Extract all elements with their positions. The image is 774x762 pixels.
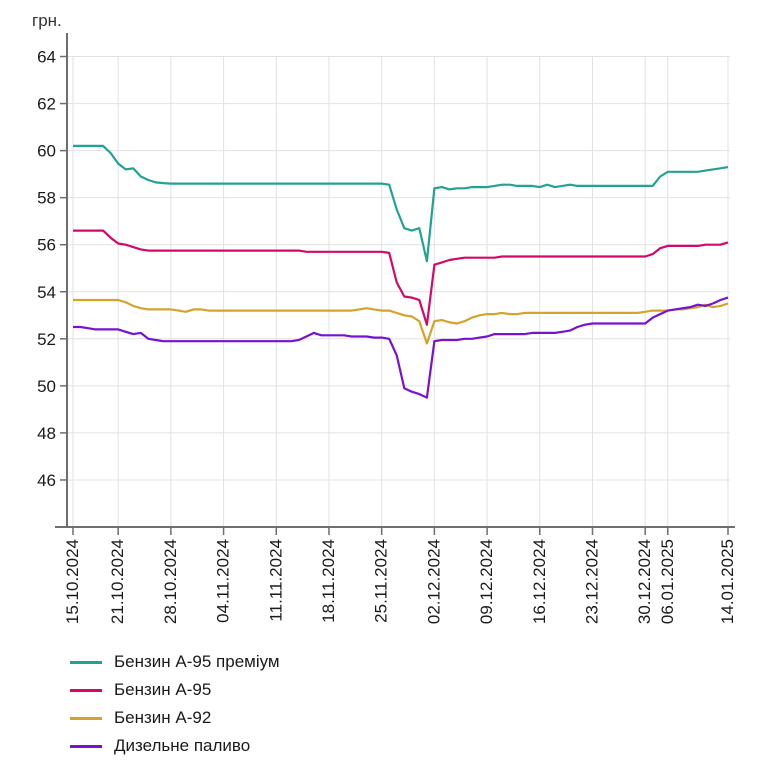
grid-layer: [67, 56, 730, 527]
series-line-2: [73, 298, 729, 345]
legend-label: Бензин А-92: [114, 708, 212, 727]
y-tick-label: 56: [37, 236, 56, 255]
y-tick-label: 46: [37, 471, 56, 490]
x-tick-label: 04.11.2024: [214, 539, 233, 623]
x-tick-label: 06.01.2025: [658, 539, 677, 624]
y-tick-label: 60: [37, 142, 56, 161]
y-tick-label: 52: [37, 330, 56, 349]
x-tick-label: 02.12.2024: [424, 539, 443, 624]
legend-swatch-icon: [70, 660, 102, 664]
axis-layer: 46 48 50 52 54 56 58 60 62 64 15.10.2024 21.10.2024…: [37, 33, 737, 624]
series-line-3: [73, 296, 729, 399]
legend-label: Бензин А-95: [114, 680, 212, 699]
y-tick-label: 54: [37, 283, 56, 302]
x-tick-label: 18.11.2024: [319, 539, 338, 623]
series-line-0: [73, 144, 729, 263]
legend-swatch-icon: [70, 744, 102, 748]
x-tick-label: 15.10.2024: [63, 539, 82, 624]
y-tick-label: 50: [37, 377, 56, 396]
y-tick-label: 64: [37, 48, 56, 67]
price-line-chart: грн. 46 48 50 52 54 56 58 60 62 64 15.10.2024 21.10…: [32, 11, 737, 624]
x-tick-label: 30.12.2024: [635, 539, 654, 624]
legend-item-0: Бензин А-95 преміум: [70, 653, 774, 671]
series-layer: [73, 144, 729, 399]
x-tick-label: 09.12.2024: [477, 539, 496, 624]
x-tick-label: 14.01.2025: [718, 539, 737, 624]
x-tick-label: 16.12.2024: [530, 539, 549, 624]
legend-swatch-icon: [70, 716, 102, 720]
legend-swatch-icon: [70, 688, 102, 692]
legend-label: Бензин А-95 преміум: [114, 652, 280, 671]
x-tick-label: 23.12.2024: [582, 539, 601, 624]
legend-item-1: Бензин А-95: [70, 681, 774, 699]
y-tick-label: 58: [37, 189, 56, 208]
x-tick-label: 28.10.2024: [161, 539, 180, 624]
chart-legend: Бензин А-95 преміум Бензин А-95 Бензин А-9…: [70, 653, 774, 755]
y-tick-label: 48: [37, 424, 56, 443]
y-axis-unit-label: грн.: [32, 11, 62, 30]
x-tick-label: 25.11.2024: [372, 539, 391, 623]
legend-item-3: Дизельне паливо: [70, 737, 774, 755]
legend-item-2: Бензин А-92: [70, 709, 774, 727]
legend-label: Дизельне паливо: [114, 736, 251, 755]
x-tick-label: 21.10.2024: [108, 539, 127, 624]
y-tick-label: 62: [37, 95, 56, 114]
series-line-1: [73, 229, 729, 326]
x-tick-label: 11.11.2024: [266, 539, 285, 622]
